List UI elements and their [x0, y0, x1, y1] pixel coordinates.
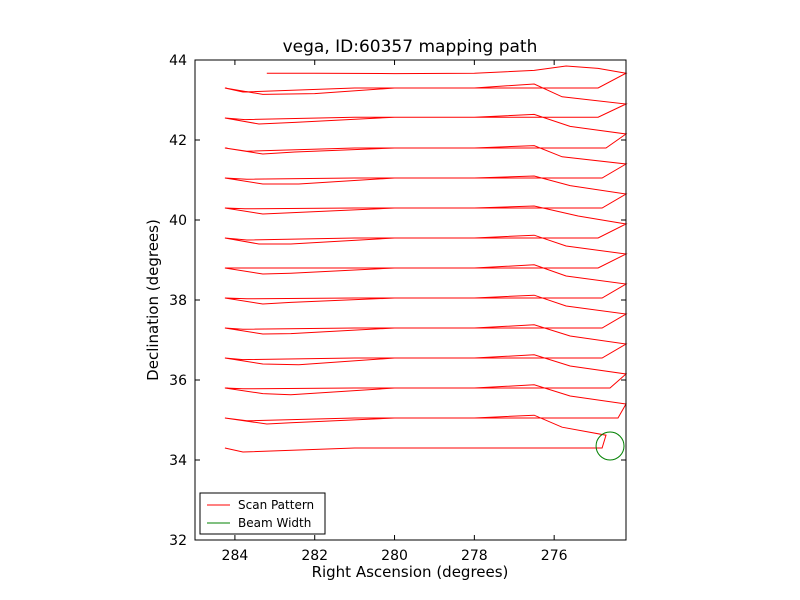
y-tick-label: 36: [169, 373, 187, 389]
scan-pattern-line: [224, 65, 628, 453]
legend-box: [199, 492, 326, 535]
y-tick-label: 44: [169, 53, 187, 69]
legend-label-beam-width: Beam Width: [238, 516, 311, 530]
x-tick-label: 284: [222, 548, 249, 564]
x-tick-label: 276: [541, 548, 568, 564]
y-tick-label: 32: [169, 533, 187, 549]
x-axis-label: Right Ascension (degrees): [312, 563, 509, 581]
legend-label-scan-pattern: Scan Pattern: [238, 498, 314, 512]
y-tick-label: 42: [169, 133, 187, 149]
legend: Scan Pattern Beam Width: [199, 492, 326, 535]
y-axis-label: Declination (degrees): [144, 219, 162, 381]
y-tick-label: 34: [169, 453, 187, 469]
chart-title: vega, ID:60357 mapping path: [283, 37, 538, 57]
x-tick-label: 282: [301, 548, 328, 564]
plot-area: [224, 65, 628, 461]
axis-ticks: 284 282 280 278 276 32 34 36 38 40 42 44: [169, 53, 626, 564]
y-tick-label: 40: [169, 213, 187, 229]
y-tick-label: 38: [169, 293, 187, 309]
x-tick-label: 278: [461, 548, 488, 564]
beam-width-circle: [595, 431, 625, 461]
x-tick-label: 280: [381, 548, 408, 564]
